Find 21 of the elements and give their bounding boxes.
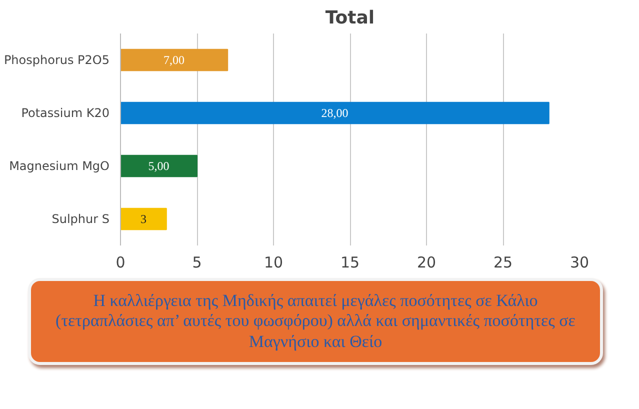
data-label: 7,00 xyxy=(164,53,185,67)
x-tick-label: 25 xyxy=(493,254,513,272)
bar xyxy=(120,154,198,178)
bar xyxy=(120,48,228,72)
y-tick-label: Sulphur S xyxy=(52,212,110,226)
data-label: 5,00 xyxy=(148,159,170,173)
x-tick-label: 0 xyxy=(116,254,126,272)
x-tick-label: 30 xyxy=(570,254,590,272)
data-label: 28,00 xyxy=(321,106,348,120)
text: Η καλλιέργεια της Μηδικής απαιτεί μεγάλες ποσότητες σε Κάλιο (τετραπλάσιες απ’ αυτές του φωσφόρου) αλλά και σημαντικές ποσότητες σε Μαγνήσιο και Θείο xyxy=(54,291,576,352)
y-tick-label: Potassium K20 xyxy=(21,106,110,120)
x-tick-label: 10 xyxy=(264,254,284,272)
data-label: 3 xyxy=(140,212,146,226)
bar xyxy=(120,208,167,230)
y-tick-label: Phosphorus P2O5 xyxy=(4,53,110,67)
x-tick-label: 15 xyxy=(340,254,360,272)
y-tick-label: Magnesium MgO xyxy=(9,159,110,173)
x-tick-label: 5 xyxy=(192,254,202,272)
bar xyxy=(120,102,550,124)
x-tick-label: 20 xyxy=(416,254,436,272)
chart-title: Total xyxy=(325,8,375,28)
